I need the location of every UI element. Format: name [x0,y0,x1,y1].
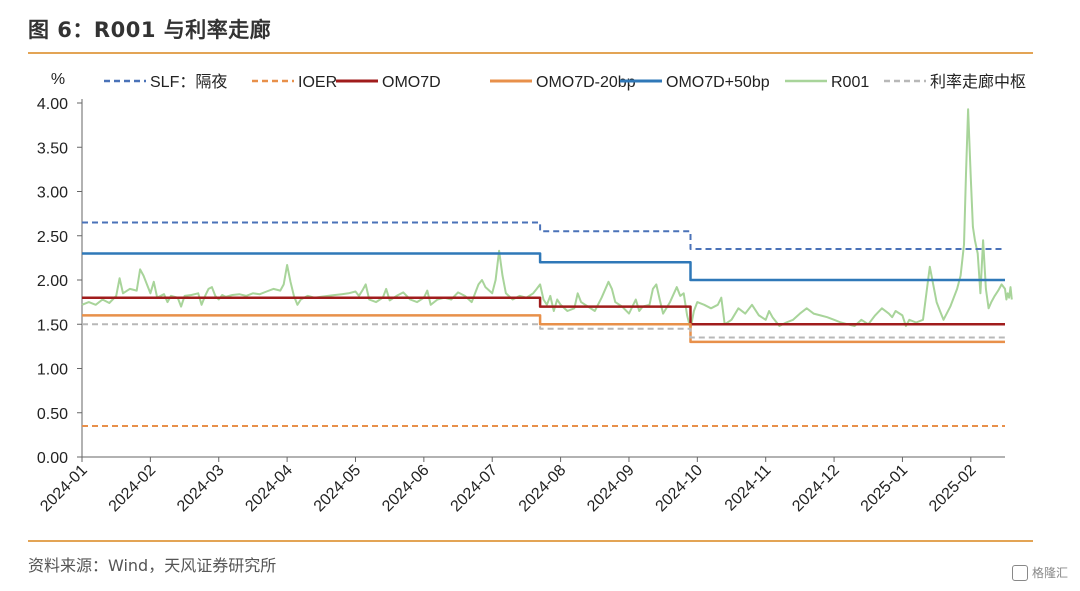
x-tick-label: 2024-01 [37,462,91,516]
y-tick-label: 3.50 [37,140,68,157]
x-tick-label: 2024-09 [584,462,638,516]
y-tick-label: 0.00 [37,450,68,467]
x-tick-label: 2025-01 [858,462,912,516]
x-tick-label: 2024-03 [174,462,228,516]
line-corridor-midpoint [82,323,1005,339]
line-omo7d-20bp [82,314,1005,344]
x-tick-label: 2024-04 [242,462,296,516]
source-divider [28,540,1033,542]
watermark-logo-icon [1011,564,1028,581]
x-tick-label: 2024-05 [311,462,365,516]
x-tick-label: 2024-02 [106,462,160,516]
legend: SLF：隔夜 IOER OMO7D OMO7D-20bp OMO7D+50bp R001 利… [104,73,1026,91]
axes: 0.00 0.50 1.00 1.50 2.00 2.50 3.00 3.50 4.00% 202… [37,71,1005,515]
watermark-text: 格隆汇 [1031,566,1068,580]
x-tick-label: 2025-02 [926,462,980,516]
line-omo7d-50bp [82,252,1005,282]
legend-label-corridor-midpoint: 利率走廊中枢 [930,73,1026,91]
y-tick-label: 4.00 [37,96,68,113]
line-slf-overnight [82,221,1005,250]
title-divider [28,52,1033,54]
legend-label-omo7d: OMO7D [382,74,441,91]
x-tick-label: 2024-08 [516,462,570,516]
line-chart: 0.00 0.50 1.00 1.50 2.00 2.50 3.00 3.50 4.00% 202… [37,71,1026,515]
legend-label-slf-overnight: SLF：隔夜 [150,73,227,91]
y-tick-label: 3.00 [37,185,68,202]
source-note: 资料来源：Wind，天风证券研究所 [28,556,277,575]
y-tick-label: 1.00 [37,362,68,379]
x-tick-label: 2024-10 [653,462,707,516]
x-tick-label: 2024-12 [789,462,843,516]
line-omo7d [82,296,1005,326]
legend-label-ioer: IOER [298,74,337,91]
x-tick-label: 2024-11 [722,462,775,515]
legend-label-omo7d-20bp: OMO7D-20bp [536,74,636,91]
line-r001 [81,108,1013,330]
x-tick-label: 2024-06 [379,462,433,516]
legend-label-r001: R001 [831,74,869,91]
watermark: 格隆汇 [1011,564,1068,581]
series-lines [81,108,1013,427]
y-tick-label: 0.50 [37,406,68,423]
legend-label-omo7d-50bp: OMO7D+50bp [666,74,770,91]
chart-title: 图 6：R001 与利率走廊 [28,18,272,42]
y-tick-label: 2.00 [37,273,68,290]
x-tick-label: 2024-07 [448,462,502,516]
y-tick-label: 2.50 [37,229,68,246]
y-axis-label: % [51,71,65,88]
y-tick-label: 1.50 [37,317,68,334]
